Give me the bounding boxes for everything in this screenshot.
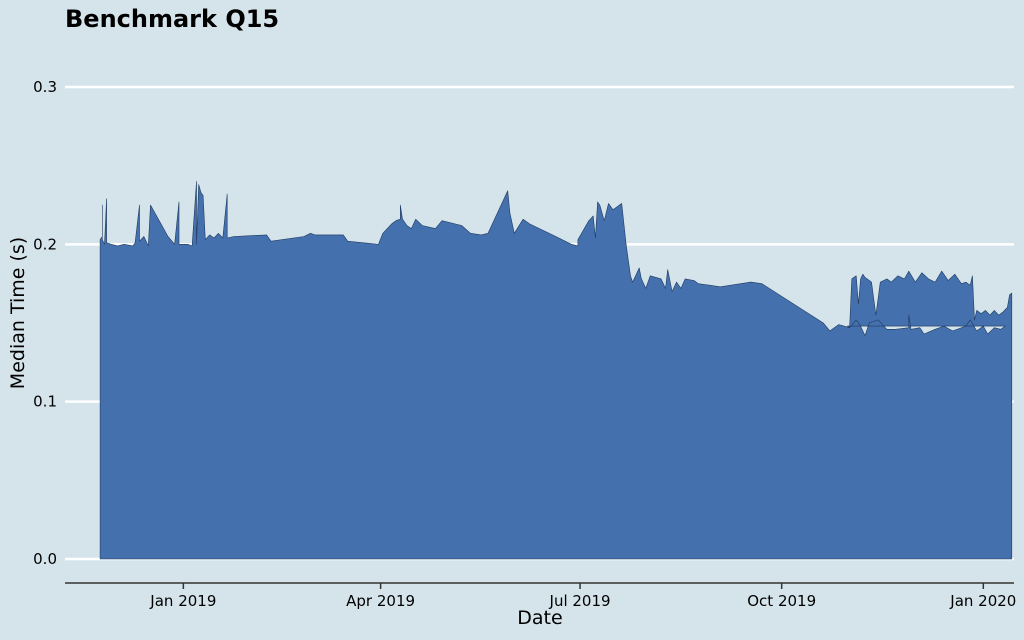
x-axis-title: Date — [517, 607, 562, 629]
x-axis: Jan 2019 Apr 2019 Jul 2019 Oct 2019 Jan 2020 — [65, 582, 1016, 610]
y-tick-label: 0.3 — [33, 78, 57, 96]
area-layer — [99, 181, 1013, 560]
y-axis: 0.0 0.1 0.2 0.3 — [33, 78, 57, 568]
x-tick-label: Jan 2020 — [949, 592, 1016, 610]
x-tick-label: Jul 2019 — [549, 592, 611, 610]
y-axis-title: Median Time (s) — [7, 237, 29, 389]
y-tick-label: 0.2 — [33, 235, 57, 253]
series-area — [99, 181, 1013, 560]
y-tick-label: 0.1 — [33, 393, 57, 411]
x-tick-label: Jan 2019 — [149, 592, 216, 610]
x-tick-label: Apr 2019 — [346, 592, 415, 610]
chart-title: Benchmark Q15 — [65, 5, 280, 33]
y-tick-label: 0.0 — [33, 550, 57, 568]
x-tick-label: Oct 2019 — [747, 592, 816, 610]
